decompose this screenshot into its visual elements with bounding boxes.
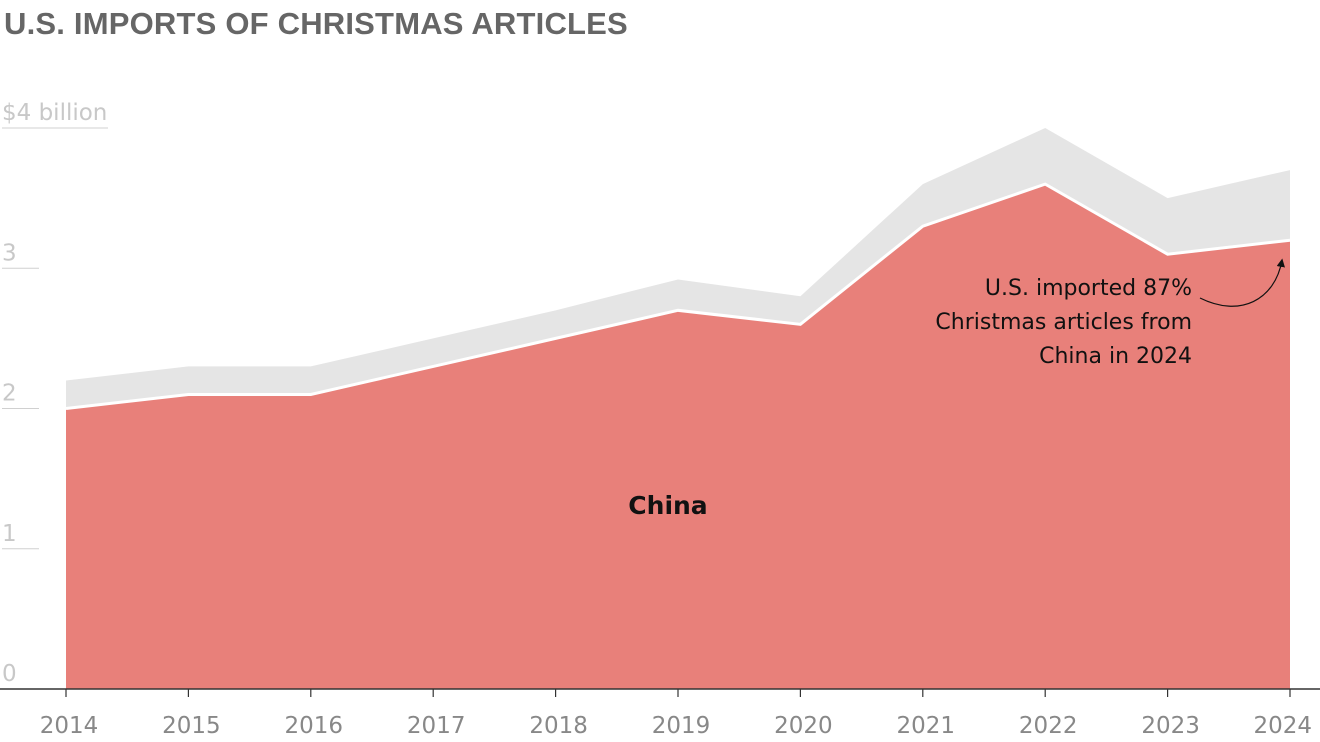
y-tick-label: 3 <box>2 240 17 266</box>
x-tick-label: 2019 <box>652 713 711 739</box>
x-tick-label: 2024 <box>1253 713 1312 739</box>
chart-title: U.S. IMPORTS OF CHRISTMAS ARTICLES <box>4 6 628 41</box>
y-tick-label: $4 billion <box>2 100 107 126</box>
china-area <box>66 184 1290 689</box>
annotation-text-line: China in 2024 <box>1039 344 1192 369</box>
x-tick-label: 2021 <box>897 713 956 739</box>
x-tick-label: 2015 <box>162 713 221 739</box>
x-tick-label: 2022 <box>1019 713 1078 739</box>
x-tick-label: 2016 <box>285 713 344 739</box>
series-label-china: China <box>628 491 707 520</box>
y-tick-label: 0 <box>2 661 17 687</box>
annotation-text-line: U.S. imported 87% <box>985 276 1192 301</box>
x-tick-label: 2018 <box>529 713 588 739</box>
china-boundary-line <box>65 182 1291 410</box>
y-tick-label: 1 <box>2 521 17 547</box>
x-tick-label: 2023 <box>1141 713 1200 739</box>
y-tick-label: 2 <box>2 381 17 407</box>
annotation-arrow <box>1199 258 1285 307</box>
x-tick-label: 2017 <box>407 713 466 739</box>
annotation-text-line: Christmas articles from <box>935 310 1192 335</box>
x-tick-label: 2020 <box>774 713 833 739</box>
other-countries-area <box>66 128 1290 409</box>
x-tick-label: 2014 <box>40 713 99 739</box>
